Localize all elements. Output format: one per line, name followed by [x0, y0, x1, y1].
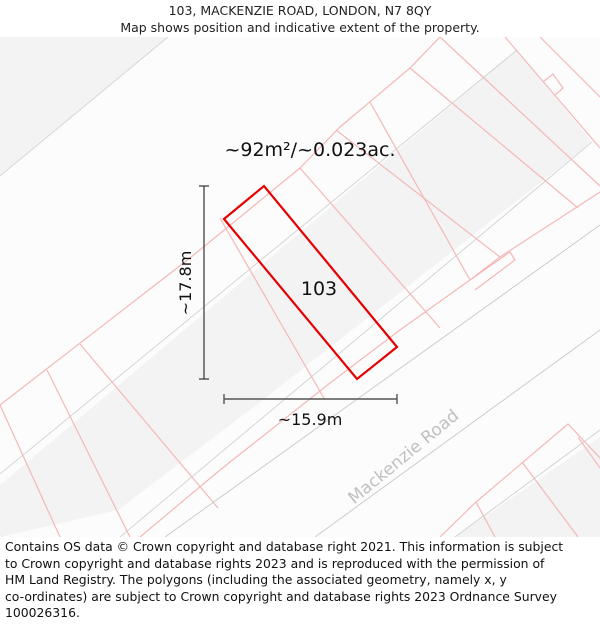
parcel-notch-top-right	[542, 73, 564, 96]
property-address: 103, MACKENZIE ROAD, LONDON, N7 8QY	[168, 3, 432, 18]
width-dimension-label: ~15.9m	[278, 410, 343, 429]
building-block-bottom-right	[455, 437, 600, 537]
parcel-rear-boundary	[0, 37, 441, 406]
copyright-line: to Crown copyright and database rights 2…	[5, 555, 545, 571]
building-edge-bottom-right	[454, 429, 600, 537]
building-strip-main	[0, 50, 592, 537]
height-dimension-line	[199, 185, 209, 380]
plot-number-label: 103	[301, 278, 337, 300]
copyright-line: 100026316.	[5, 605, 80, 621]
property-boundary-103[interactable]	[222, 184, 399, 381]
parcel-divider-bottom-right	[521, 461, 579, 537]
road-edge-south	[314, 329, 600, 537]
map-header: 103, MACKENZIE ROAD, LONDON, N7 8QY Map …	[0, 0, 600, 37]
road-name-label: Mackenzie Road	[345, 406, 463, 509]
copyright-line: Contains OS data © Crown copyright and d…	[5, 539, 564, 554]
property-map[interactable]: ~92m²/~0.023ac. 103 ~17.8m ~15.9m Macken…	[0, 37, 600, 537]
parcel-divider-bottom-right-3	[577, 436, 600, 469]
building-front-line	[119, 141, 593, 537]
copyright-line: HM Land Registry. The polygons (includin…	[5, 572, 507, 588]
parcel-divider-bottom-right-2	[475, 501, 496, 537]
parcel-notch-front	[469, 251, 516, 291]
copyright-notice: Contains OS data © Crown copyright and d…	[5, 539, 597, 622]
parcel-dividers	[0, 37, 600, 537]
road-edge-north	[164, 224, 600, 537]
width-dimension-line	[223, 394, 398, 404]
copyright-line: co-ordinates) are subject to Crown copyr…	[5, 588, 557, 604]
area-label: ~92m²/~0.023ac.	[224, 139, 395, 161]
map-subtitle: Map shows position and indicative extent…	[120, 20, 480, 35]
road-edge-top-left	[0, 37, 169, 177]
map-canvas: ~92m²/~0.023ac. 103 ~17.8m ~15.9m Macken…	[0, 37, 600, 537]
height-dimension-label: ~17.8m	[176, 251, 195, 316]
